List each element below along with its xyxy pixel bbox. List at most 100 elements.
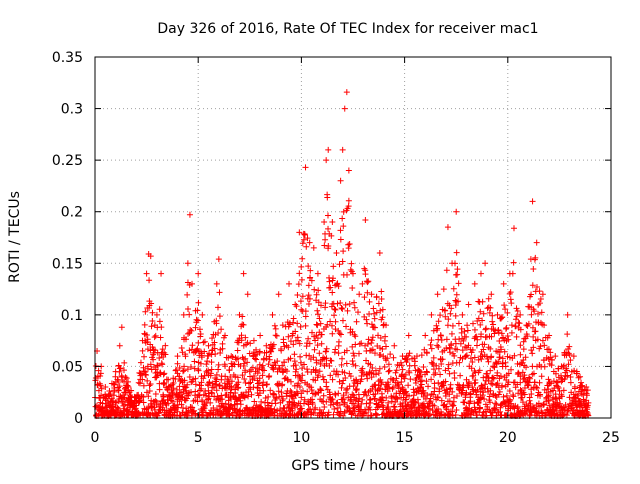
roti-point (507, 397, 514, 404)
roti-peak-point (180, 311, 187, 318)
roti-point (450, 394, 457, 401)
roti-peak-point (343, 89, 350, 96)
roti-point (248, 391, 255, 398)
roti-point (486, 399, 493, 406)
roti-point (567, 357, 574, 364)
roti-point (501, 348, 508, 355)
roti-point (172, 376, 179, 383)
roti-point (301, 396, 308, 403)
roti-point (363, 392, 370, 399)
roti-point (566, 351, 573, 358)
roti-point (426, 399, 433, 406)
roti-point (218, 376, 225, 383)
roti-peak-point (102, 384, 109, 391)
roti-point (154, 372, 161, 379)
roti-point (235, 379, 242, 386)
roti-point (174, 370, 181, 377)
roti-point (297, 323, 304, 330)
roti-point (454, 271, 461, 278)
roti-point (302, 322, 309, 329)
ticks: 0 5 10 15 20 25 0 0.05 0.1 0.15 0.2 0.25 0.3 0.35 (52, 50, 620, 446)
roti-point (364, 375, 371, 382)
roti-point (517, 386, 524, 393)
roti-point (352, 362, 359, 369)
roti-point (417, 384, 424, 391)
roti-point (312, 377, 319, 384)
roti-point (381, 363, 388, 370)
roti-point (299, 372, 306, 379)
roti-point (197, 331, 204, 338)
roti-point (504, 309, 511, 316)
roti-point (508, 322, 515, 329)
roti-point (186, 347, 193, 354)
roti-point (160, 379, 167, 386)
roti-point (308, 386, 315, 393)
roti-point (557, 400, 564, 407)
roti-point (451, 374, 458, 381)
roti-point (307, 274, 314, 281)
roti-point (341, 369, 348, 376)
roti-point (274, 358, 281, 365)
roti-point (293, 366, 300, 373)
plot-frame (94, 56, 612, 419)
roti-point (485, 295, 492, 302)
roti-point (152, 390, 159, 397)
roti-point (277, 346, 284, 353)
roti-point (318, 398, 325, 405)
roti-point (507, 296, 514, 303)
roti-point (404, 356, 411, 363)
roti-point (363, 371, 370, 378)
roti-point (302, 308, 309, 315)
roti-point (341, 399, 348, 406)
roti-point (285, 344, 292, 351)
roti-point (324, 412, 331, 419)
roti-peak-point (391, 342, 398, 349)
roti-point (564, 331, 571, 338)
roti-point (428, 376, 435, 383)
roti-point (442, 378, 449, 385)
roti-point (459, 347, 466, 354)
roti-peak-point (222, 332, 229, 339)
roti-point (555, 384, 562, 391)
roti-point (334, 300, 341, 307)
roti-point (270, 390, 277, 397)
roti-point (144, 377, 151, 384)
roti-point (276, 393, 283, 400)
roti-point (403, 388, 410, 395)
roti-point (237, 401, 244, 408)
roti-peak-point (533, 239, 540, 246)
roti-point (359, 280, 366, 287)
roti-point (326, 362, 333, 369)
roti-point (272, 362, 279, 369)
roti-point (327, 318, 334, 325)
roti-point (541, 342, 548, 349)
roti-peak-point (275, 291, 282, 298)
roti-point (367, 406, 374, 413)
roti-point (160, 371, 167, 378)
roti-point (403, 396, 410, 403)
roti-point (205, 352, 212, 359)
roti-peak-point (546, 332, 553, 339)
roti-peak-point (356, 291, 363, 298)
roti-point (487, 304, 494, 311)
roti-point (477, 405, 484, 412)
roti-point (532, 254, 539, 261)
roti-point (256, 380, 263, 387)
roti-point (477, 308, 484, 315)
roti-peak-point (205, 342, 212, 349)
roti-point (438, 361, 445, 368)
roti-point (563, 412, 570, 419)
roti-point (214, 304, 221, 311)
roti-point (364, 289, 371, 296)
roti-point (319, 373, 326, 380)
roti-peak-point (434, 291, 441, 298)
roti-peak-point (199, 311, 206, 318)
roti-point (464, 322, 471, 329)
roti-point (174, 401, 181, 408)
roti-point (439, 356, 446, 363)
roti-point (377, 385, 384, 392)
roti-point (373, 412, 380, 419)
roti-point (303, 243, 310, 250)
roti-point (207, 372, 214, 379)
